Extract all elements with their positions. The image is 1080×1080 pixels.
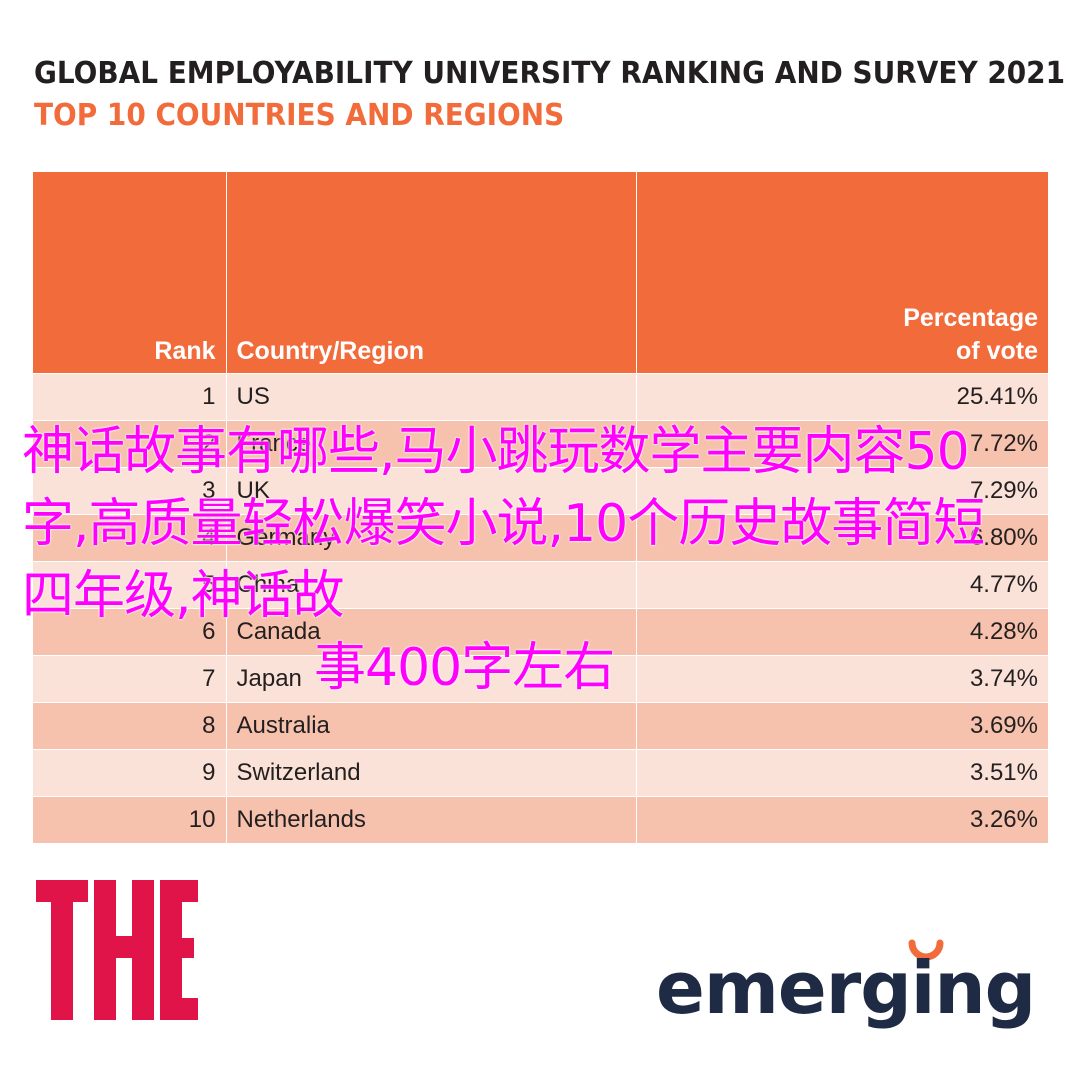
country-cell: Germany [226,514,637,562]
percentage-cell: 6.80% [636,514,1048,562]
percentage-cell: 7.29% [636,467,1048,515]
percentage-cell: 4.28% [636,608,1048,656]
rank-cell: 3 [33,467,227,515]
overlay-line-1: 神话故事有哪些,马小跳玩数学主要 [22,422,804,482]
page-subtitle: TOP 10 COUNTRIES AND REGIONS [34,98,565,133]
rank-cell: 8 [33,702,227,750]
table-row: 10 Netherlands 3.26% [33,796,1048,843]
rank-cell: 9 [33,749,227,797]
percentage-cell: 25.41% [636,373,1048,421]
table-row: 4 Germany 6.80% [33,514,1048,562]
country-cell: UK [226,467,637,515]
table-row: 7 Japan 3.74% [33,655,1048,703]
column-header-country: Country/Region [226,172,637,374]
overlay-line-2: 内容50字,高质量轻松爆笑小说, [22,422,970,554]
table-row: 6 Canada 4.28% [33,608,1048,656]
country-cell: US [226,373,637,421]
rank-cell: 4 [33,514,227,562]
emerging-logo: emerging [656,939,1036,1030]
percentage-cell: 4.77% [636,561,1048,609]
table-header-row: Rank Country/Region Percentage of vote [33,172,1048,374]
country-cell: Netherlands [226,796,637,843]
table-row: 1 US 25.41% [33,373,1048,421]
the-logo [36,880,198,1020]
column-header-percentage-line1: Percentage [903,304,1038,332]
percentage-cell: 3.26% [636,796,1048,843]
country-cell: China [226,561,637,609]
column-header-rank: Rank [33,172,227,374]
country-cell: Canada [226,608,637,656]
overlay-line-3: 10个历史故事简短四年级,神话故 [22,494,985,626]
column-header-percentage: Percentage of vote [636,172,1048,374]
rank-cell: 6 [33,608,227,656]
rank-cell: 5 [33,561,227,609]
table-row: 8 Australia 3.69% [33,702,1048,750]
page-title: GLOBAL EMPLOYABILITY UNIVERSITY RANKING … [34,56,1066,91]
overlay-line-4: 事400字左右 [314,638,615,698]
table-row: 5 China 4.77% [33,561,1048,609]
rank-cell: 10 [33,796,227,843]
country-cell: Australia [226,702,637,750]
table-body: 1 US 25.41% 2 France 7.72% 3 UK 7.29% 4 Germany 6.8… [33,373,1048,843]
table-row: 9 Switzerland 3.51% [33,749,1048,797]
percentage-cell: 7.72% [636,420,1048,468]
rank-cell: 2 [33,420,227,468]
emerging-logo-text: emerging [656,946,1035,1030]
rank-cell: 1 [33,373,227,421]
column-header-percentage-line2: of vote [956,336,1038,365]
percentage-cell: 3.69% [636,702,1048,750]
country-cell: France [226,420,637,468]
rank-cell: 7 [33,655,227,703]
country-cell: Japan [226,655,637,703]
table-row: 3 UK 7.29% [33,467,1048,515]
percentage-cell: 3.74% [636,655,1048,703]
percentage-cell: 3.51% [636,749,1048,797]
table-row: 2 France 7.72% [33,420,1048,468]
overlay-text: 神话故事有哪些,马小跳玩数学主要内容50字,高质量轻松爆笑小说,10个历史故事简… [22,416,1032,704]
country-cell: Switzerland [226,749,637,797]
